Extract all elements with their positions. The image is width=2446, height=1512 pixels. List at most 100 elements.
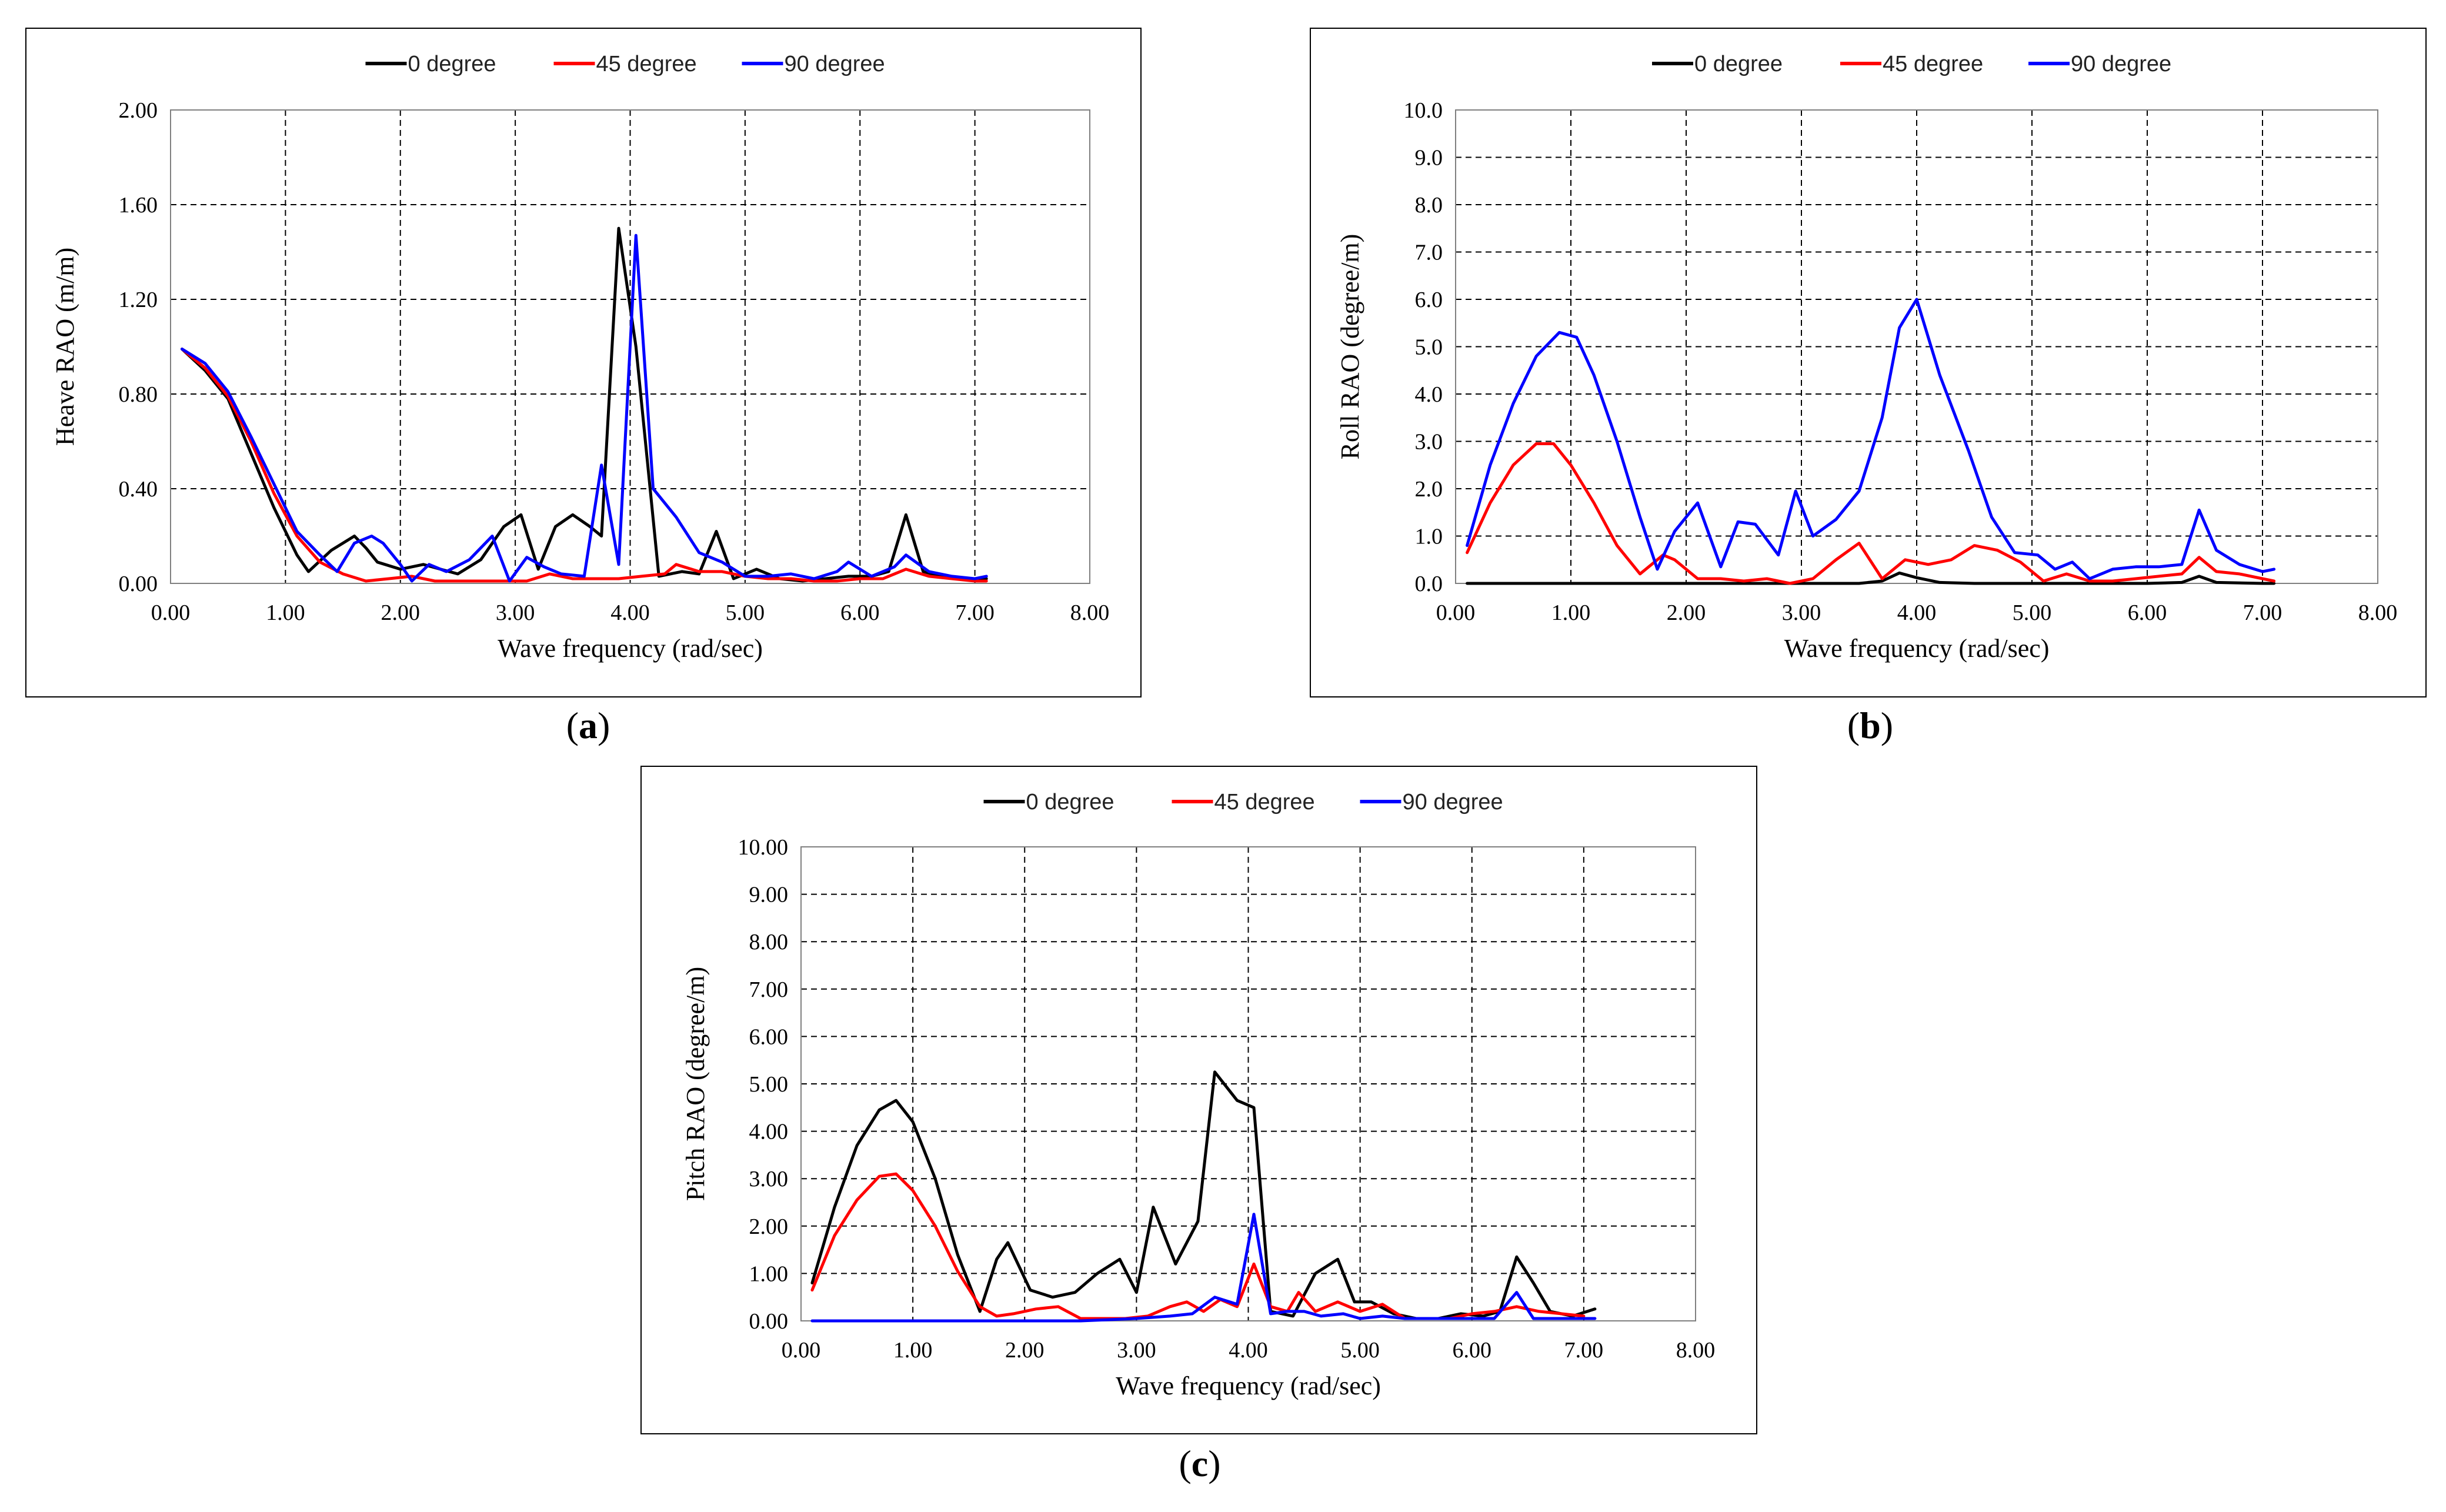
series-line-45-degree [1466,442,2276,585]
x-tick-label: 0.00 [782,1338,821,1363]
y-tick-label: 10.0 [1404,98,1443,123]
y-tick-label: 2.0 [1415,477,1443,502]
caption-paren: ( [1179,1443,1191,1484]
caption-paren: ) [1208,1443,1220,1484]
caption-paren: ( [1847,705,1860,746]
chart-panel-heave: 0.00 1.00 2.00 3.00 4.00 5.00 6.00 7.00 8.00 0.00… [25,28,1142,746]
x-tick-label: 1.00 [1551,600,1591,625]
x-tick-label: 4.00 [1897,600,1937,625]
y-tick-label: 2.00 [119,98,158,123]
panel-caption: (b) [1847,705,1893,746]
y-tick-label: 2.00 [749,1214,789,1239]
x-tick-label: 7.00 [2243,600,2283,625]
legend-label-0-degree: 0 degree [408,52,496,76]
x-tick-label: 5.00 [1340,1338,1380,1363]
panel-letter: c [1192,1443,1208,1484]
y-tick-label: 6.0 [1415,288,1443,312]
x-axis-label: Wave frequency (rad/sec) [498,634,763,663]
x-tick-label: 2.00 [381,600,421,625]
x-tick-label: 3.00 [1782,600,1821,625]
y-tick-label: 0.00 [119,572,158,596]
x-tick-label: 2.00 [1667,600,1706,625]
y-tick-label: 10.00 [738,835,789,860]
x-tick-label: 8.00 [1070,600,1110,625]
y-tick-label: 1.60 [119,193,158,218]
legend-label-45-degree: 45 degree [1883,52,1983,76]
panel-caption: (c) [1179,1443,1220,1484]
y-tick-label: 1.00 [749,1261,789,1286]
panel-caption: (a) [566,705,610,746]
legend-label-45-degree: 45 degree [596,52,697,76]
series-line-90-degree [181,233,988,583]
x-tick-label: 6.00 [2128,600,2167,625]
legend-label-0-degree: 0 degree [1694,52,1783,76]
x-tick-label: 3.00 [496,600,535,625]
series-line-0-degree [1466,571,2276,585]
panel-letter: b [1860,705,1881,746]
x-tick-label: 3.00 [1117,1338,1156,1363]
y-tick-label: 5.0 [1415,335,1443,360]
x-tick-label: 8.00 [1676,1338,1716,1363]
panel-letter: a [579,705,598,746]
x-tick-label: 5.00 [726,600,765,625]
x-tick-label: 2.00 [1005,1338,1045,1363]
x-tick-label: 4.00 [1229,1338,1268,1363]
y-tick-label: 8.00 [749,930,789,954]
chart-frame [640,766,1757,1434]
y-tick-label: 0.80 [119,382,158,407]
y-tick-label: 9.0 [1415,146,1443,171]
y-tick-label: 5.00 [749,1072,789,1097]
x-tick-label: 1.00 [266,600,305,625]
x-axis-label: Wave frequency (rad/sec) [1116,1371,1381,1400]
x-tick-label: 5.00 [2013,600,2052,625]
series-line-90-degree [1466,298,2276,580]
x-axis-label: Wave frequency (rad/sec) [1784,634,2050,663]
x-tick-label: 0.00 [151,600,191,625]
legend-label-90-degree: 90 degree [2071,52,2171,76]
y-tick-label: 4.00 [749,1120,789,1144]
series-line-0-degree [810,1070,1597,1320]
y-axis-label: Roll RAO (degree/m) [1336,234,1364,460]
series-line-0-degree [181,226,988,583]
caption-paren: ) [1881,705,1893,746]
y-tick-label: 3.00 [749,1167,789,1191]
x-tick-label: 0.00 [1436,600,1476,625]
y-tick-label: 8.0 [1415,193,1443,218]
legend-label-45-degree: 45 degree [1214,790,1315,815]
y-tick-label: 1.20 [119,288,158,312]
plot-area-border [800,846,1696,1321]
chart-panel-pitch: 0.00 1.00 2.00 3.00 4.00 5.00 6.00 7.00 8.00 0.00… [640,766,1757,1484]
series-line-45-degree [181,348,988,583]
plot-area-border [1455,109,2378,584]
x-tick-label: 4.00 [610,600,650,625]
series-line-90-degree [810,1213,1597,1323]
y-tick-label: 7.0 [1415,241,1443,265]
y-tick-label: 0.0 [1415,572,1443,596]
x-tick-label: 6.00 [840,600,880,625]
y-axis-label: Heave RAO (m/m) [51,248,79,446]
legend-label-90-degree: 90 degree [785,52,885,76]
chart-frame [1310,28,2427,697]
y-tick-label: 0.00 [749,1309,789,1334]
chart-panel-roll: 0.00 1.00 2.00 3.00 4.00 5.00 6.00 7.00 8.00 0.0 1… [1310,28,2427,746]
y-axis-label: Pitch RAO (degree/m) [681,967,710,1201]
x-tick-label: 8.00 [2358,600,2398,625]
y-tick-label: 7.00 [749,977,789,1002]
x-tick-label: 1.00 [893,1338,933,1363]
caption-paren: ( [566,705,579,746]
y-tick-label: 0.40 [119,477,158,502]
x-tick-label: 7.00 [1564,1338,1604,1363]
y-tick-label: 9.00 [749,883,789,907]
series-line-45-degree [810,1172,1586,1320]
legend-label-0-degree: 0 degree [1026,790,1114,815]
x-tick-label: 6.00 [1453,1338,1492,1363]
y-tick-label: 3.0 [1415,430,1443,455]
y-tick-label: 6.00 [749,1024,789,1049]
y-tick-label: 1.0 [1415,525,1443,549]
y-tick-label: 4.0 [1415,382,1443,407]
caption-paren: ) [598,705,610,746]
x-tick-label: 7.00 [955,600,995,625]
chart-frame [25,28,1142,697]
legend-label-90-degree: 90 degree [1403,790,1503,815]
